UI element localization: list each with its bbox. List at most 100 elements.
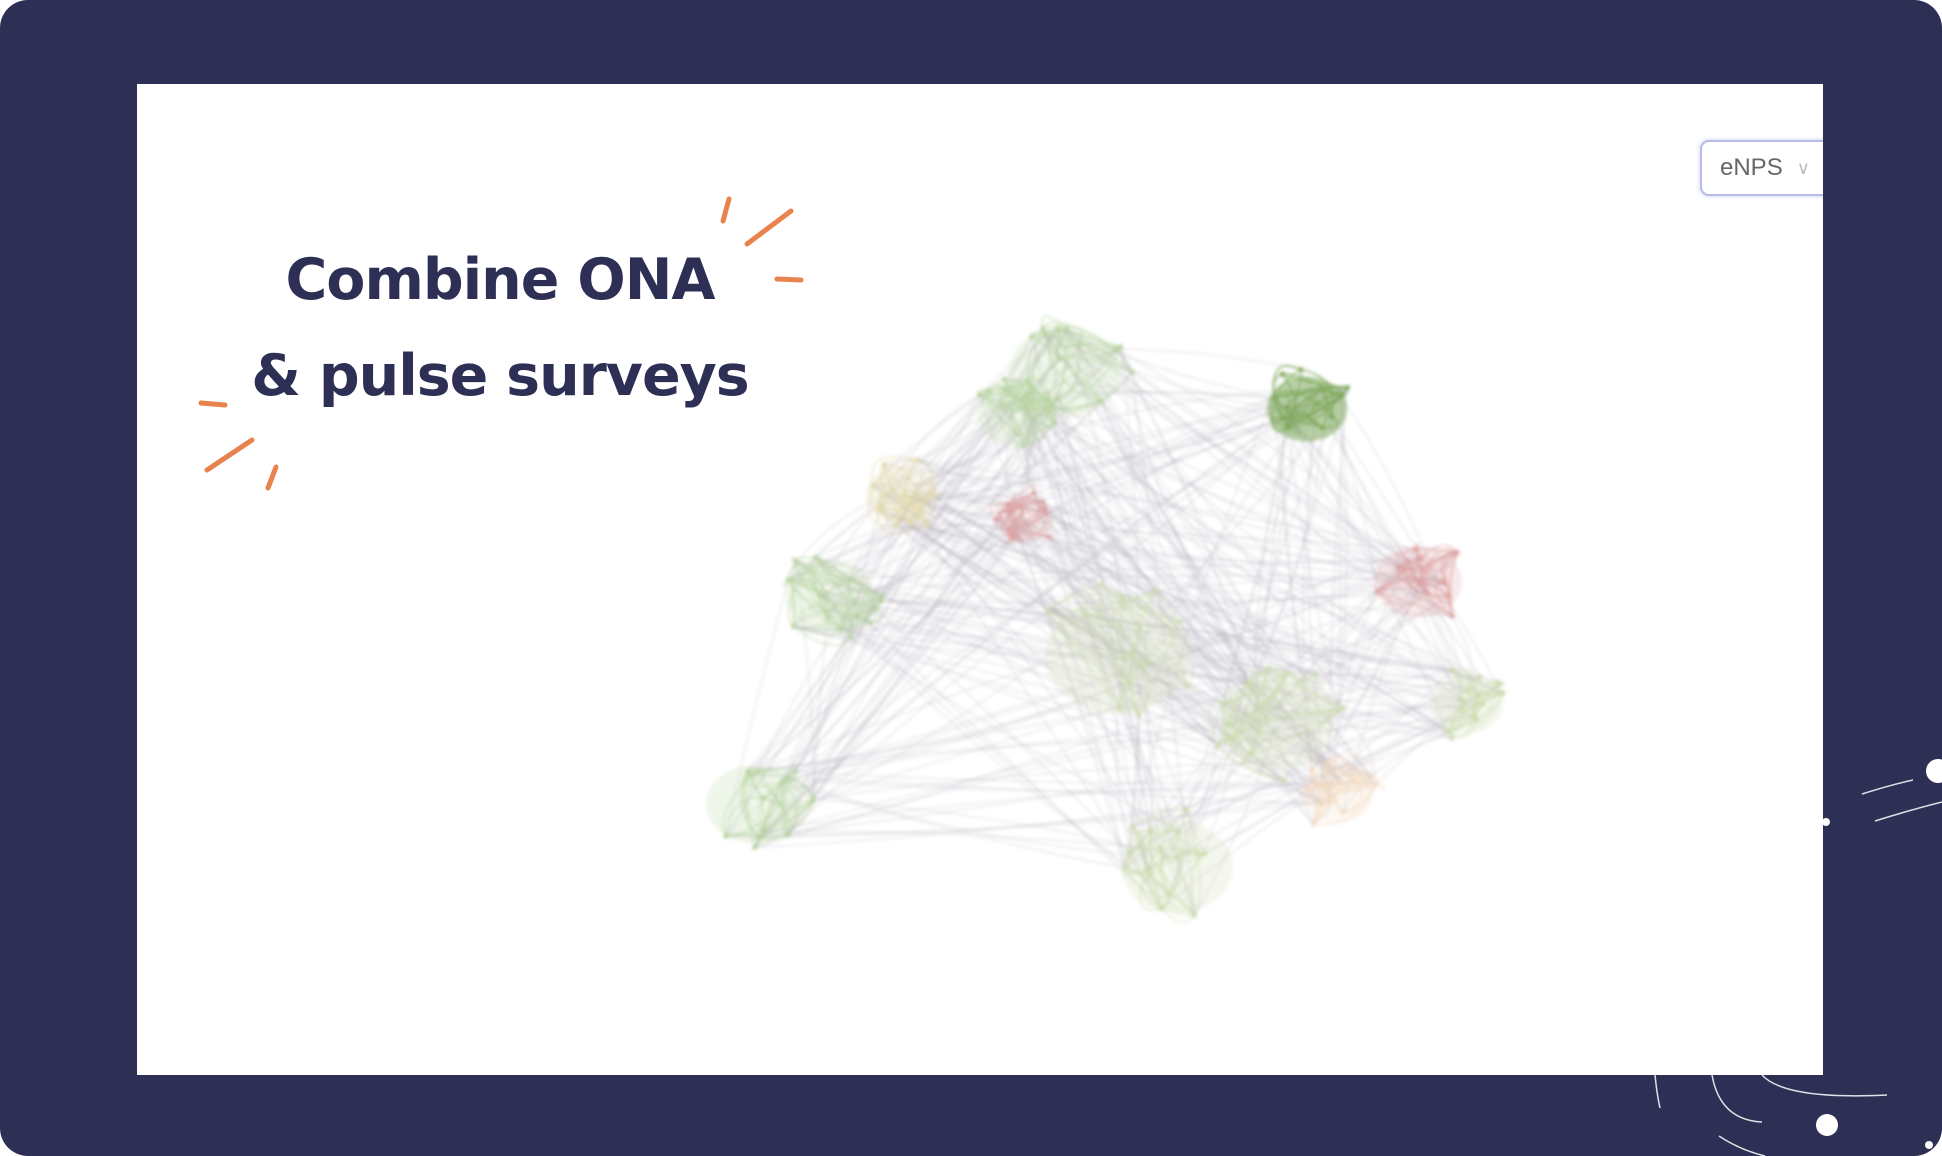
network-edge	[1328, 396, 1348, 803]
network-edge	[787, 579, 851, 639]
network-node	[791, 624, 797, 630]
network-edge	[1248, 668, 1269, 756]
network-edge	[1042, 328, 1344, 813]
network-edge	[896, 524, 1260, 734]
network-edge	[1167, 683, 1250, 896]
network-edge	[987, 390, 1320, 785]
headline-line-1: Combine ONA	[285, 247, 715, 313]
network-edge	[747, 770, 765, 832]
network-edge	[787, 404, 1053, 836]
network-node	[1372, 781, 1378, 787]
network-node	[905, 501, 911, 507]
network-edge	[1248, 427, 1324, 686]
network-edge	[880, 505, 1223, 704]
network-edge	[793, 616, 859, 636]
network-edge	[762, 583, 1446, 799]
network-edge	[795, 560, 1249, 684]
network-edge	[1047, 610, 1453, 671]
network-edge	[750, 560, 1408, 776]
network-edge	[921, 494, 1045, 510]
network-edge	[1313, 772, 1361, 825]
network-edge	[1160, 857, 1179, 910]
network-edge	[820, 534, 1011, 596]
network-edge	[1310, 757, 1327, 772]
network-edge	[1179, 621, 1250, 687]
network-edge	[1056, 328, 1066, 399]
network-edge	[757, 715, 1475, 837]
network-edge	[1128, 681, 1233, 741]
network-edge	[1326, 549, 1417, 763]
network-edge	[1006, 510, 1050, 538]
network-edge	[921, 501, 934, 526]
network-edge	[1016, 394, 1032, 435]
network-edge	[1026, 408, 1148, 871]
network-edge	[997, 385, 1023, 402]
network-node	[880, 593, 886, 599]
network-edge	[1116, 348, 1301, 371]
network-node	[911, 492, 917, 498]
network-edge	[793, 626, 1372, 778]
network-cluster	[786, 559, 874, 631]
network-node	[1148, 827, 1154, 833]
metric-dropdown[interactable]: eNPS ∨	[1700, 140, 1823, 196]
network-node	[1454, 549, 1460, 555]
network-edge	[1047, 609, 1144, 669]
network-edge	[896, 524, 1408, 563]
network-edge	[819, 594, 1169, 896]
network-edge	[1227, 685, 1252, 726]
network-edge	[820, 575, 1444, 596]
network-node	[752, 845, 758, 851]
network-node	[847, 577, 853, 583]
network-edge	[764, 538, 1013, 832]
network-edge	[1160, 809, 1187, 896]
network-node	[1459, 704, 1465, 710]
ona-network-graph[interactable]	[137, 84, 1823, 1075]
network-node	[876, 507, 882, 513]
network-edge	[750, 773, 815, 800]
network-edge	[926, 524, 1322, 805]
network-edge	[1011, 510, 1328, 763]
network-cluster	[1009, 326, 1121, 418]
network-edge	[1042, 501, 1178, 858]
network-edge	[758, 781, 783, 832]
network-edge	[1042, 501, 1448, 732]
network-edge	[750, 394, 980, 775]
network-edge	[756, 770, 792, 836]
network-edge	[1022, 408, 1037, 447]
network-edge	[815, 556, 872, 624]
network-node	[903, 492, 909, 498]
network-edge	[1044, 508, 1285, 782]
network-edge	[1021, 400, 1205, 855]
network-edge	[1458, 676, 1481, 698]
network-edge	[1056, 398, 1260, 734]
network-edge	[870, 623, 1162, 910]
network-edge	[1407, 556, 1430, 569]
network-edge	[1311, 760, 1361, 774]
network-edge	[1084, 613, 1130, 683]
network-edge	[1286, 426, 1405, 570]
network-edge	[1057, 328, 1345, 709]
network-edge	[787, 579, 859, 618]
network-node	[1052, 420, 1058, 426]
network-node	[1449, 667, 1455, 673]
network-edge	[917, 459, 934, 503]
network-edge	[1396, 566, 1421, 584]
network-edge	[725, 433, 1018, 837]
network-edge	[871, 455, 918, 487]
network-node	[1020, 443, 1026, 449]
network-edge	[1047, 609, 1150, 664]
network-edge	[1100, 584, 1140, 717]
network-node	[1279, 371, 1285, 377]
network-edge	[1124, 427, 1324, 661]
network-edge	[747, 510, 1013, 772]
network-edge	[1267, 667, 1344, 709]
network-edge	[754, 510, 1013, 848]
network-edge	[819, 594, 853, 638]
network-edge	[1273, 397, 1313, 770]
network-node	[879, 598, 885, 604]
network-edge	[1022, 400, 1464, 701]
network-edge	[1031, 336, 1132, 654]
network-edge	[907, 433, 1018, 505]
network-edge	[896, 525, 1322, 805]
network-edge	[1251, 707, 1344, 756]
